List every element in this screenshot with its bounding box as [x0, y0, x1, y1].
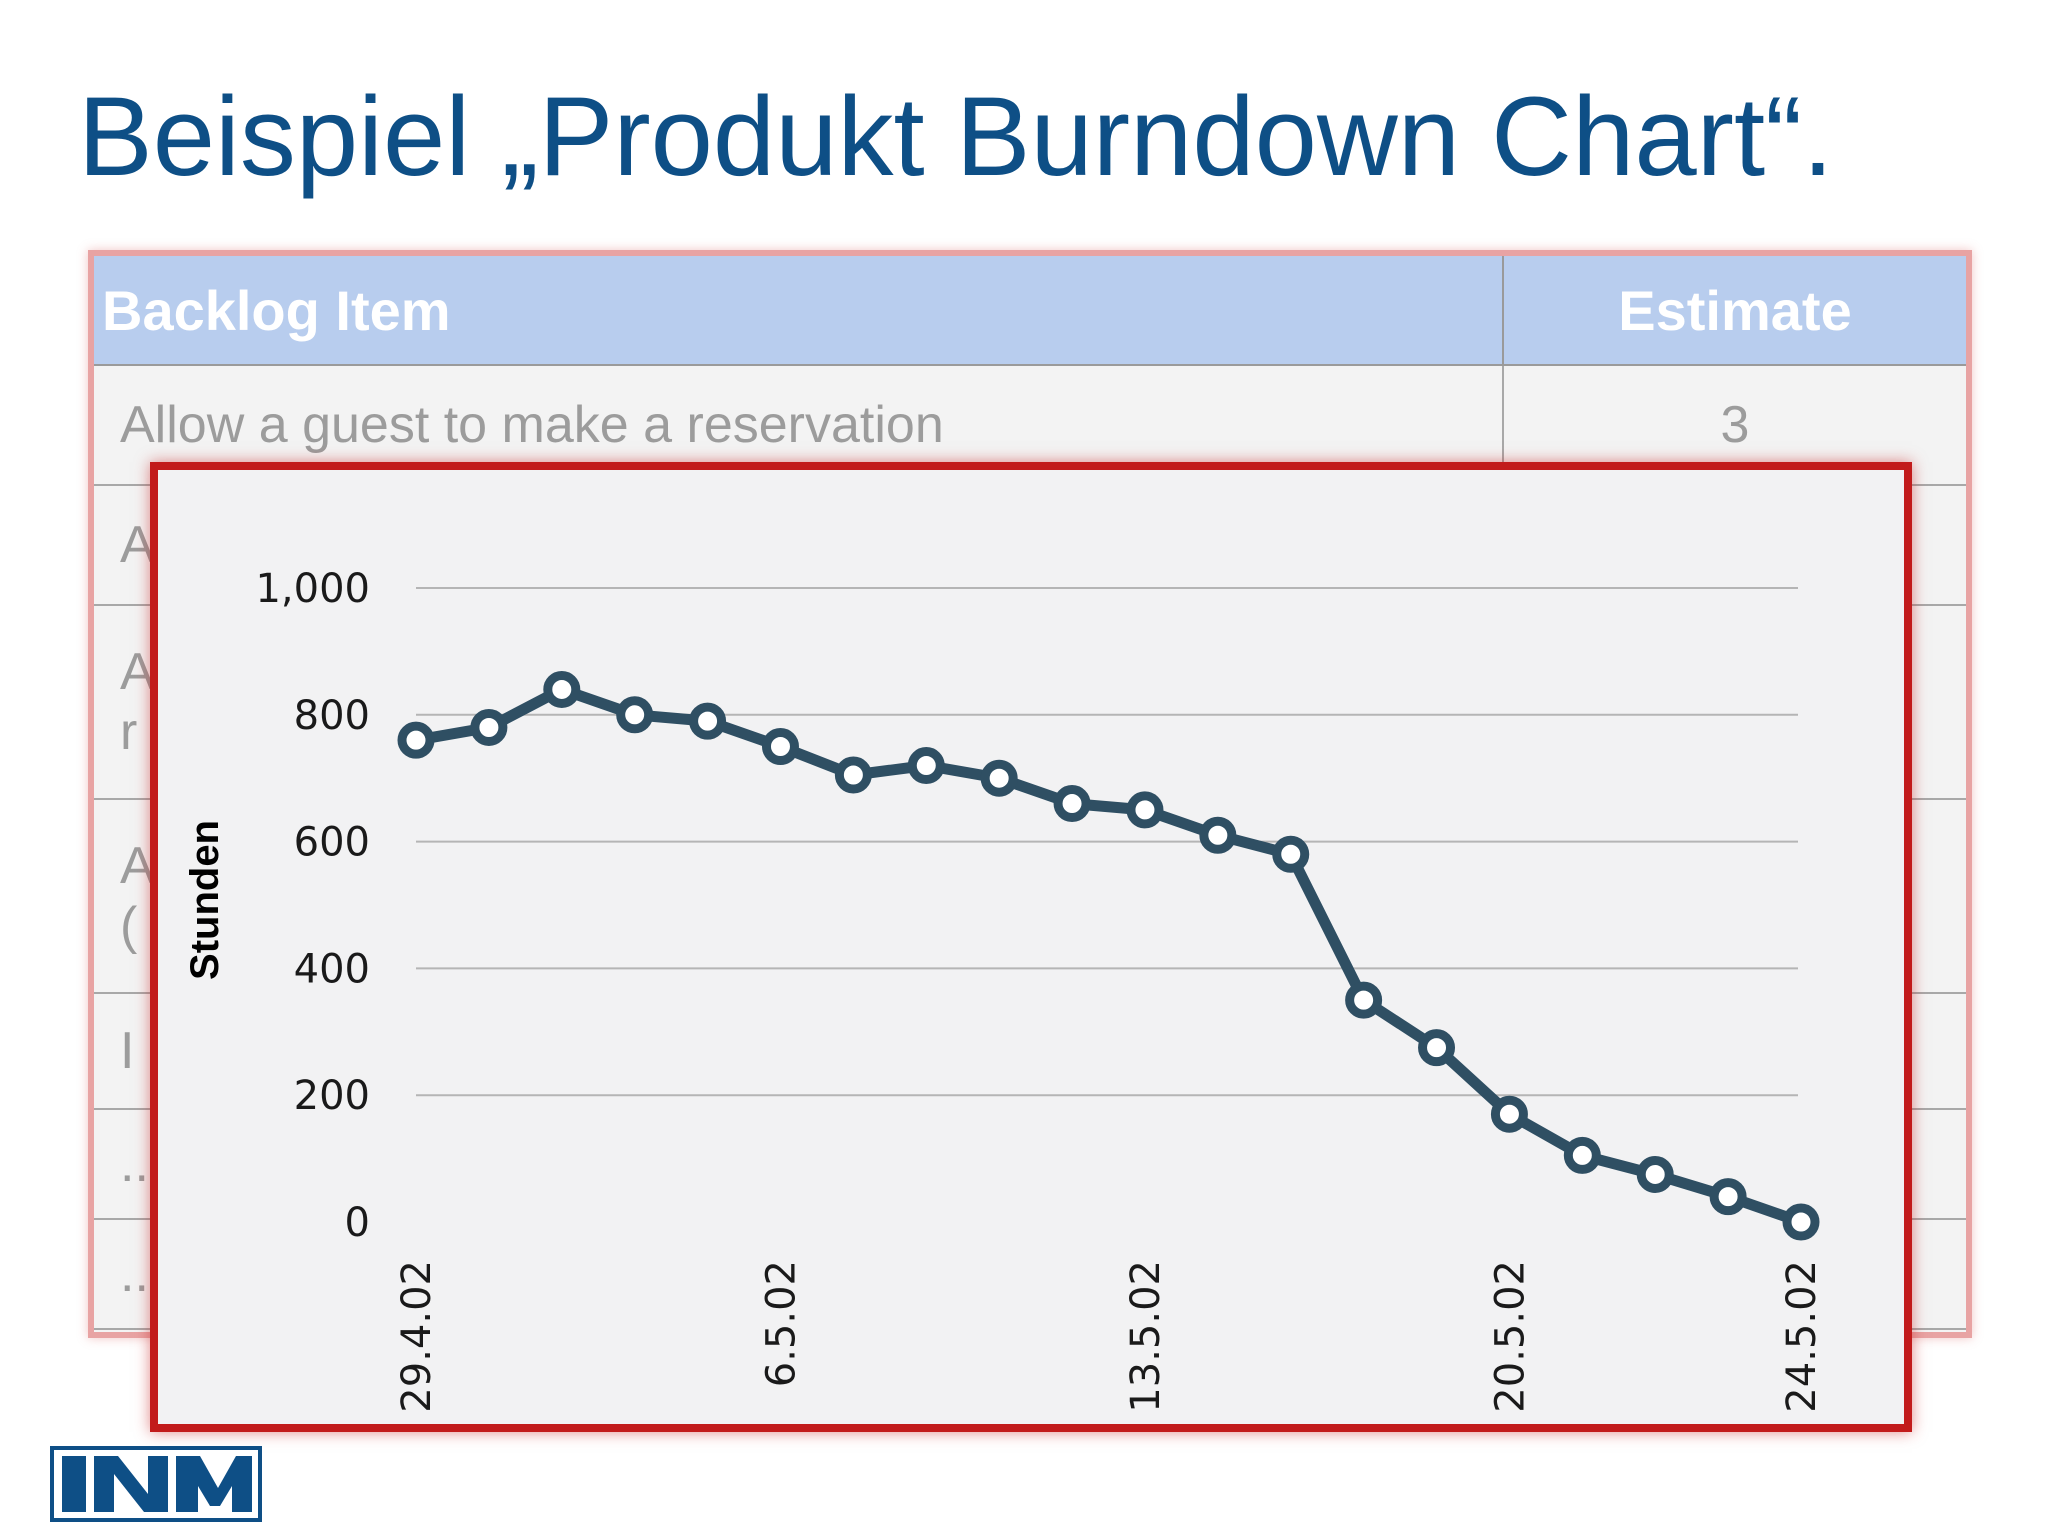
y-axis-label: Stunden: [183, 820, 227, 980]
y-tick-labels: 0 200 400 600 800 1,000: [255, 566, 370, 1246]
data-point: [470, 708, 508, 746]
data-point: [1490, 1095, 1528, 1133]
y-tick-label: 400: [294, 946, 370, 992]
data-point: [1272, 835, 1310, 873]
data-point: [1782, 1203, 1820, 1241]
header-estimate: Estimate: [1502, 256, 1966, 366]
burndown-chart-panel: 0 200 400 600 800 1,000 Stunden 29.4.02 6.5.02…: [150, 462, 1912, 1432]
table-header-row: Backlog Item Estimate: [94, 256, 1966, 366]
y-tick-label: 1,000: [255, 566, 370, 612]
burndown-chart: 0 200 400 600 800 1,000 Stunden 29.4.02 6.5.02…: [183, 566, 1825, 1413]
data-point: [1053, 785, 1091, 823]
data-point: [1418, 1029, 1456, 1067]
slide-title: Beispiel „Produkt Burndown Chart“.: [78, 74, 1834, 199]
x-tick-label: 24.5.02: [1779, 1260, 1825, 1413]
header-backlog-item: Backlog Item: [94, 256, 1503, 366]
data-point: [834, 756, 872, 794]
data-point: [1126, 791, 1164, 829]
row-item-line: A: [120, 837, 155, 895]
x-tick-label: 29.4.02: [394, 1260, 440, 1413]
data-point: [1709, 1178, 1747, 1216]
data-point: [1636, 1155, 1674, 1193]
grid-lines: [416, 587, 1798, 1097]
data-point: [543, 670, 581, 708]
inm-logo: [50, 1446, 262, 1522]
data-point: [761, 728, 799, 765]
data-point: [1563, 1136, 1601, 1174]
data-point: [1345, 981, 1383, 1019]
data-point: [980, 759, 1018, 797]
y-tick-label: 0: [345, 1200, 370, 1246]
data-point: [689, 702, 727, 740]
x-tick-label: 6.5.02: [759, 1260, 805, 1387]
y-tick-label: 600: [294, 820, 370, 866]
data-point: [1199, 816, 1237, 854]
data-points: [397, 670, 1820, 1241]
x-tick-label: 13.5.02: [1123, 1260, 1169, 1413]
data-point: [907, 747, 945, 785]
data-point: [616, 696, 654, 734]
x-tick-labels: 29.4.02 6.5.02 13.5.02 20.5.02 24.5.02: [394, 1260, 1825, 1413]
row-item-line: r: [120, 703, 138, 761]
y-tick-label: 800: [294, 693, 370, 739]
row-item-line: A: [120, 643, 155, 701]
data-point: [397, 721, 435, 759]
y-tick-label: 200: [294, 1073, 370, 1119]
x-tick-label: 20.5.02: [1487, 1260, 1533, 1413]
row-item-line: (: [120, 897, 138, 955]
